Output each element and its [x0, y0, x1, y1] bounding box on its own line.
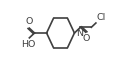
Text: HO: HO [22, 40, 36, 49]
Text: O: O [83, 34, 90, 43]
Text: N: N [76, 29, 83, 37]
Text: O: O [25, 17, 32, 26]
Text: Cl: Cl [97, 13, 106, 22]
